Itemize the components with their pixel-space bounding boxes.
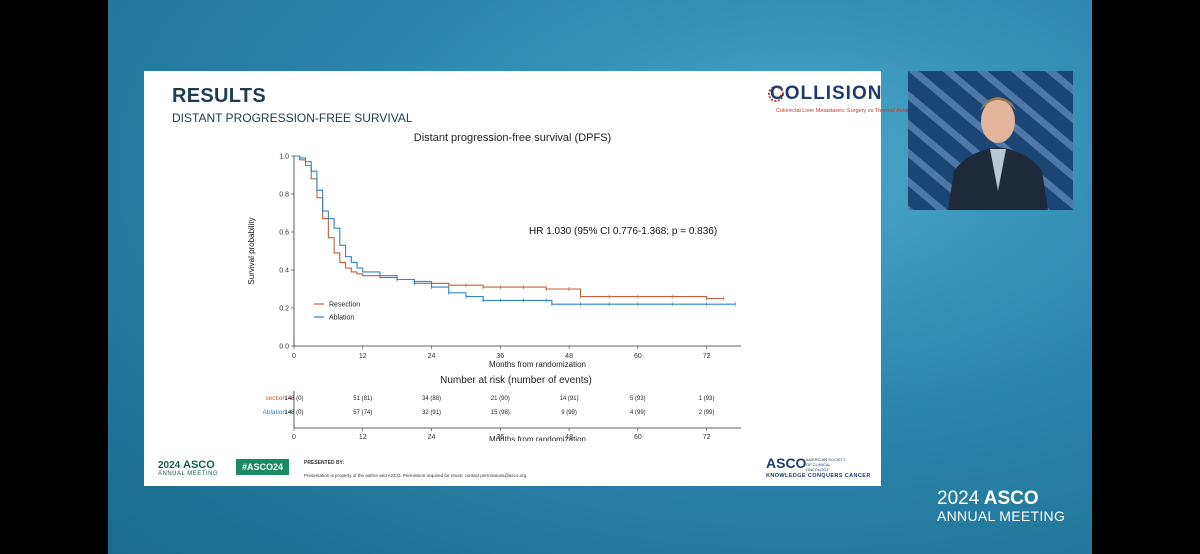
- risk-table-title: Number at risk (number of events): [440, 375, 592, 386]
- chart-title: Distant progression-free survival (DPFS): [413, 132, 612, 144]
- risk-x-tick-label: 12: [359, 434, 367, 441]
- risk-cell: 15 (98): [491, 410, 510, 416]
- speaker-video: [908, 71, 1073, 210]
- risk-cell: 5 (93): [630, 396, 646, 402]
- risk-x-tick-label: 24: [428, 434, 436, 441]
- risk-cell: 4 (99): [630, 410, 646, 416]
- hazard-ratio-annotation: HR 1.030 (95% CI 0.776-1.368; p = 0.836): [529, 226, 718, 237]
- risk-x-tick-label: 72: [703, 434, 711, 441]
- y-axis-label: Survival probability: [247, 217, 256, 284]
- y-tick-label: 0.4: [279, 268, 289, 275]
- brand-year: 2024: [937, 488, 980, 509]
- risk-x-tick-label: 0: [292, 434, 296, 441]
- risk-cell: 21 (90): [491, 396, 510, 402]
- bottom-brand: 2024 ASCO ANNUAL MEETING: [937, 488, 1065, 524]
- presentation-slide: RESULTS DISTANT PROGRESSION-FREE SURVIVA…: [144, 71, 916, 486]
- risk-cell: 51 (81): [353, 396, 372, 402]
- brand-annual-meeting: ANNUAL MEETING: [937, 508, 1066, 524]
- collision-logo-mark: [768, 86, 784, 102]
- risk-x-tick-label: 60: [634, 434, 642, 441]
- legend-label-ablation: Ablation: [329, 315, 354, 322]
- presented-by-label: PRESENTED BY:: [304, 460, 345, 466]
- y-tick-label: 0.0: [279, 344, 289, 351]
- km-chart: 0.0 0.2 0.4 0.6 0.8 1.0 0 12 24 36 48 60 72 Months fr…: [247, 154, 741, 441]
- asco-tagline: KNOWLEDGE CONQUERS CANCER: [766, 473, 871, 479]
- risk-cell: 9 (99): [561, 410, 577, 416]
- risk-cell: 148 (0): [284, 396, 303, 402]
- hashtag-badge: #ASCO24: [236, 459, 290, 475]
- risk-cell: 57 (74): [353, 410, 372, 416]
- km-curve-ablation: [294, 155, 736, 305]
- risk-cell: 32 (91): [422, 410, 441, 416]
- x-tick-label: 36: [496, 353, 504, 360]
- x-tick-label: 72: [703, 353, 711, 360]
- x-tick-label: 24: [428, 353, 436, 360]
- x-tick-label: 60: [634, 353, 642, 360]
- collision-logo-tagline: Colorectal Liver Metastases: Surgery vs …: [776, 108, 916, 114]
- collision-logo-word: COLLISION: [770, 83, 883, 104]
- risk-row-label: section: [265, 395, 286, 402]
- risk-cell: 14 (91): [560, 396, 579, 402]
- footer-annual-meeting: ANNUAL MEETING: [158, 471, 219, 477]
- letterbox-right: [1092, 0, 1200, 554]
- legend-label-resection: Resection: [329, 302, 360, 309]
- speaker-video-image: [908, 71, 1073, 210]
- x-axis-label: Months from randomization: [489, 360, 586, 369]
- y-tick-label: 0.8: [279, 192, 289, 199]
- slide-subtitle: DISTANT PROGRESSION-FREE SURVIVAL: [172, 111, 413, 125]
- risk-cell: 34 (88): [422, 396, 441, 402]
- footer-asco-year: 2024 ASCO: [158, 459, 215, 471]
- collision-logo: COLLISION Colorectal Liver Metastases: S…: [756, 81, 916, 123]
- y-tick-label: 0.6: [279, 230, 289, 237]
- asco-society-name: AMERICAN SOCIETY OF CLINICAL ONCOLOGY: [806, 457, 846, 472]
- footer-asco: ASCO: [183, 459, 215, 471]
- risk-x-tick-label: 36: [496, 434, 504, 441]
- slide-title: RESULTS: [172, 85, 266, 107]
- risk-cell: 148 (0): [284, 410, 303, 416]
- risk-cell: 2 (99): [699, 410, 715, 416]
- brand-asco: ASCO: [983, 488, 1039, 509]
- footer-year: 2024: [158, 460, 181, 471]
- risk-x-axis-label: Months from randomization: [489, 435, 586, 441]
- x-tick-label: 48: [565, 353, 573, 360]
- property-note: Presentation is property of the author a…: [304, 473, 527, 478]
- x-tick-label: 12: [359, 353, 367, 360]
- y-tick-label: 0.2: [279, 306, 289, 313]
- letterbox-left: [0, 0, 108, 554]
- x-tick-label: 0: [292, 353, 296, 360]
- risk-row-label: Ablation: [263, 409, 287, 416]
- y-tick-label: 1.0: [279, 154, 289, 161]
- slide-footer: 2024 ASCO ANNUAL MEETING #ASCO24 PRESENT…: [144, 441, 881, 486]
- risk-x-tick-label: 48: [565, 434, 573, 441]
- risk-cell: 1 (93): [699, 396, 715, 402]
- asco-logo: ASCO: [766, 455, 807, 471]
